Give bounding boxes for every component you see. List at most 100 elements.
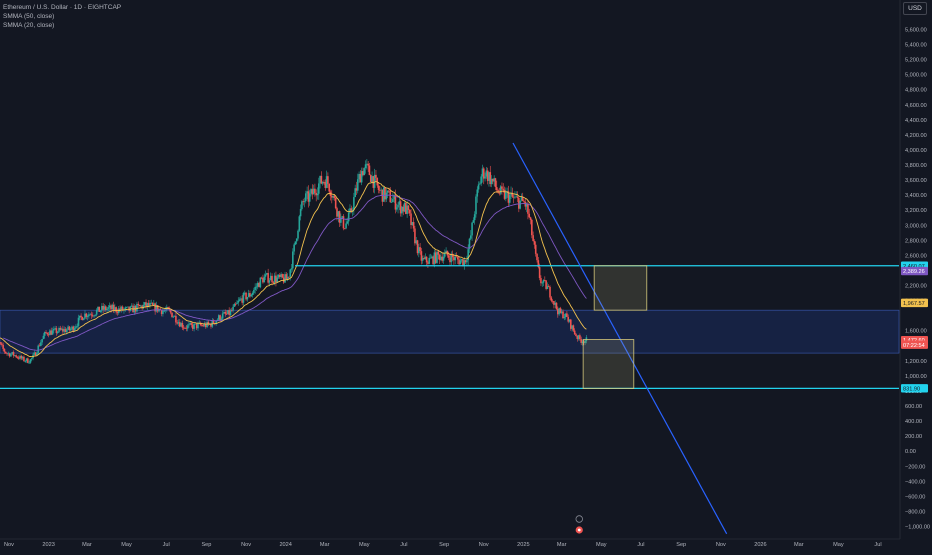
candle-body — [188, 324, 190, 325]
x-tick-label: Mar — [320, 542, 330, 548]
y-tick-label: 4,400.00 — [905, 118, 927, 124]
y-tick-label: 0.00 — [905, 449, 916, 455]
candle-body — [496, 187, 498, 190]
x-tick-label: Jul — [400, 542, 407, 548]
candle-body — [43, 336, 45, 339]
candle-body — [548, 286, 550, 287]
y-tick-label: 3,000.00 — [905, 223, 927, 229]
candle-body — [531, 220, 533, 235]
candle-body — [23, 357, 25, 361]
candle-body — [539, 267, 541, 278]
candle-body — [53, 329, 55, 331]
candle-body — [80, 316, 82, 317]
candle-body — [235, 304, 237, 305]
candle-body — [353, 197, 355, 210]
candle-body — [528, 214, 530, 217]
candle-body — [457, 257, 459, 259]
candle-body — [409, 210, 411, 213]
candle-body — [357, 179, 359, 190]
candle-body — [476, 189, 478, 196]
candle-body — [27, 358, 29, 363]
chart-legend: Ethereum / U.S. Dollar · 1D · EIGHTCAP S… — [3, 3, 121, 30]
candle-body — [57, 332, 59, 333]
y-tick-label: 3,400.00 — [905, 193, 927, 199]
candle-body — [484, 177, 486, 179]
candle-body — [193, 324, 195, 329]
candle-body — [309, 193, 311, 201]
candle-body — [100, 311, 102, 312]
candle-body — [239, 299, 241, 300]
candle-body — [460, 260, 462, 264]
x-tick-label: Nov — [716, 542, 726, 548]
candle-body — [419, 247, 421, 251]
candle-body — [532, 235, 534, 241]
candle-body — [391, 202, 393, 203]
candle-body — [523, 201, 525, 202]
candle-body — [509, 195, 511, 203]
candle-body — [443, 257, 445, 261]
symbol-title[interactable]: Ethereum / U.S. Dollar · 1D · EIGHTCAP — [3, 3, 121, 12]
candle-body — [295, 241, 297, 244]
candle-body — [397, 205, 399, 208]
candle-body — [479, 184, 481, 185]
currency-button[interactable]: USD — [903, 2, 927, 15]
candle-body — [224, 312, 226, 314]
y-tick-label: 2,200.00 — [905, 284, 927, 290]
candle-body — [292, 251, 294, 268]
candle-body — [222, 313, 224, 318]
candle-body — [314, 189, 316, 193]
candle-body — [263, 277, 265, 283]
candle-body — [95, 315, 97, 316]
x-tick-label: May — [833, 542, 844, 548]
candle-body — [474, 214, 476, 220]
candle-body — [305, 193, 307, 201]
candle-body — [78, 318, 80, 326]
candle-body — [243, 293, 245, 303]
candle-body — [438, 252, 440, 255]
candle-body — [573, 325, 575, 330]
candle-body — [540, 278, 542, 283]
candle-body — [534, 241, 536, 245]
candle-body — [4, 349, 6, 352]
y-tick-label: 3,600.00 — [905, 178, 927, 184]
y-tick-label: 4,200.00 — [905, 133, 927, 139]
candle-body — [76, 326, 78, 327]
event-marker-icon — [576, 516, 583, 523]
y-tick-label: 5,200.00 — [905, 58, 927, 64]
candle-body — [519, 201, 521, 209]
candle-body — [375, 175, 377, 178]
candle-body — [347, 221, 349, 223]
candle-body — [52, 330, 54, 334]
candle-body — [83, 318, 85, 320]
y-tick-label: 2,600.00 — [905, 253, 927, 259]
x-tick-label: 2024 — [279, 542, 291, 548]
candle-body — [392, 199, 394, 202]
candle-body — [237, 301, 239, 303]
candle-body — [108, 307, 110, 308]
candle-body — [40, 342, 42, 346]
candle-body — [260, 278, 262, 288]
candle-body — [343, 216, 345, 228]
x-tick-label: Sep — [676, 542, 686, 548]
indicator-smma-20[interactable]: SMMA (20, close) — [3, 21, 121, 30]
candle-body — [93, 316, 95, 317]
candle-body — [328, 184, 330, 192]
indicator-smma-50[interactable]: SMMA (50, close) — [3, 12, 121, 21]
candle-body — [304, 201, 306, 202]
y-tick-label: 200.00 — [905, 434, 922, 440]
y-tick-label: 5,600.00 — [905, 27, 927, 33]
x-tick-label: Sep — [201, 542, 211, 548]
candle-body — [96, 310, 98, 314]
candle-body — [236, 303, 238, 304]
x-tick-label: 2025 — [517, 542, 529, 548]
candle-body — [276, 277, 278, 282]
candle-body — [41, 339, 43, 342]
y-tick-label: 400.00 — [905, 419, 922, 425]
candle-body — [265, 274, 267, 276]
candle-body — [475, 197, 477, 215]
x-tick-label: Mar — [794, 542, 804, 548]
y-tick-label: 2,800.00 — [905, 238, 927, 244]
candle-body — [471, 223, 473, 236]
